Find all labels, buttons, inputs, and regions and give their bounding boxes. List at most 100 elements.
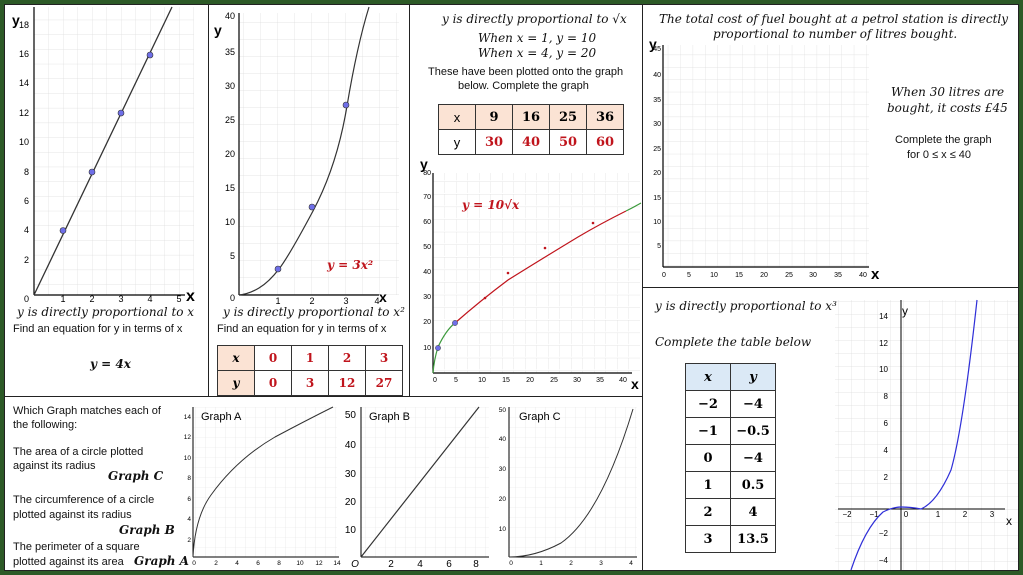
tick-label: 4 — [884, 446, 889, 455]
table-header: x — [438, 104, 476, 130]
tick-label: 14 — [879, 312, 888, 321]
tick-label: 2 — [963, 510, 968, 519]
x-axis-label: x — [1006, 514, 1012, 528]
tick-label: 10 — [19, 137, 29, 147]
table-cell: 3 — [291, 370, 329, 396]
tick-label: 10 — [184, 455, 192, 462]
table-cell: 60 — [586, 129, 624, 155]
tick-label: 8 — [473, 559, 479, 570]
tick-label: 40 — [423, 269, 431, 276]
table-cell: 36 — [586, 104, 624, 130]
tick-label: 2 — [569, 560, 573, 567]
info-text: bought, it costs £45 — [887, 101, 1008, 115]
tick-label: 0 — [24, 294, 29, 304]
tick-label: 20 — [423, 319, 431, 326]
tick-label: 1 — [60, 294, 65, 304]
tick-label: 80 — [423, 170, 431, 177]
table-cell: 16 — [512, 104, 550, 130]
tick-label: 12 — [184, 434, 192, 441]
tick-label: 20 — [499, 496, 507, 503]
graph-a: Graph A 14 12 10 8 6 4 2 0 2 4 6 8 10 — [184, 406, 341, 567]
answer: Graph B — [119, 523, 175, 537]
statement: y is directly proportional to x — [17, 305, 195, 319]
table-cell: 4 — [730, 498, 776, 526]
tick-label: 8 — [24, 167, 29, 177]
tick-label: 10 — [710, 272, 718, 279]
tick-label: 0 — [433, 377, 437, 384]
tick-label: 45 — [653, 46, 661, 53]
tick-label: 0 — [230, 293, 235, 303]
table-cell: −1 — [685, 417, 731, 445]
tick-label: 5 — [454, 377, 458, 384]
tick-label: 4 — [374, 296, 379, 305]
tick-label: 30 — [225, 81, 235, 91]
tick-label: 10 — [478, 377, 486, 384]
tick-label: −4 — [879, 556, 889, 565]
tick-label: 40 — [499, 436, 507, 443]
tick-label: 30 — [573, 377, 581, 384]
tick-label: 10 — [653, 219, 661, 226]
tick-label: 16 — [19, 49, 29, 59]
tick-label: 5 — [657, 243, 661, 250]
tick-label: 60 — [423, 219, 431, 226]
tick-label: 3 — [599, 560, 603, 567]
curve-label: y = 3x² — [326, 258, 373, 272]
tick-label: 15 — [735, 272, 743, 279]
worksheet: y x 18 16 14 12 10 8 6 4 2 0 1 2 3 4 5 — [4, 4, 1019, 571]
tick-label: 30 — [499, 466, 507, 473]
tick-label: 14 — [333, 560, 341, 567]
tick-label: 5 — [687, 272, 691, 279]
quadratic-graph: y x y = 3x² 40 35 30 25 20 15 10 5 0 1 2… — [214, 6, 399, 305]
tick-label: 18 — [19, 20, 29, 30]
instruction: Complete the table below — [655, 335, 812, 349]
values-table: x 0 1 2 3 y 0 3 12 27 — [217, 345, 403, 396]
table-cell: −4 — [730, 444, 776, 472]
condition-2: When x = 4, y = 20 — [478, 46, 597, 60]
tick-label: 4 — [147, 294, 152, 304]
tick-label: 10 — [296, 560, 304, 567]
answer: y = 4x — [90, 357, 131, 371]
table-cell: 1 — [685, 471, 731, 499]
item-text: plotted against its area — [13, 556, 124, 568]
tick-label: 25 — [550, 377, 558, 384]
graph-title: Graph B — [369, 411, 410, 423]
tick-label: 6 — [256, 560, 260, 567]
table-cell: 9 — [475, 104, 513, 130]
problem-text: proportional to number of litres bought. — [713, 27, 958, 41]
panel-sqrt-graph: y is directly proportional to √x When x … — [409, 4, 643, 397]
tick-label: 12 — [879, 339, 888, 348]
tick-label: 35 — [596, 377, 604, 384]
tick-label: 40 — [653, 72, 661, 79]
panel-quadratic-graph: y x y = 3x² 40 35 30 25 20 15 10 5 0 1 2… — [208, 4, 410, 397]
y-axis-label: y — [214, 22, 222, 38]
table-header: x — [217, 345, 255, 371]
table-cell: 3 — [685, 525, 731, 553]
tick-label: 0 — [904, 510, 909, 519]
tick-label: 2 — [388, 559, 394, 570]
tick-label: 35 — [225, 47, 235, 57]
table-header: y — [217, 370, 255, 396]
tick-label: 3 — [343, 296, 348, 305]
tick-label: 30 — [423, 294, 431, 301]
tick-label: 2 — [884, 473, 889, 482]
tick-label: 4 — [629, 560, 633, 567]
question: Which Graph matches each of — [13, 405, 161, 417]
tick-label: 4 — [235, 560, 239, 567]
table-cell: 0.5 — [730, 471, 776, 499]
table-header: y — [730, 363, 776, 391]
item-text: The perimeter of a square — [13, 541, 140, 553]
graph-c: Graph C 50 40 30 20 10 0 1 2 3 4 — [499, 407, 637, 567]
tick-label: 0 — [662, 272, 666, 279]
problem-text: The total cost of fuel bought at a petro… — [659, 12, 1009, 26]
table-header: x — [685, 363, 731, 391]
graph-title: Graph A — [201, 411, 242, 423]
tick-label: 70 — [423, 194, 431, 201]
table-cell: 13.5 — [730, 525, 776, 553]
tick-label: 40 — [619, 377, 627, 384]
x-axis-label: x — [379, 289, 387, 305]
instruction: for 0 ≤ x ≤ 40 — [907, 149, 972, 161]
tick-label: 15 — [653, 195, 661, 202]
item-text: against its radius — [13, 460, 96, 472]
table-cell: 30 — [475, 129, 513, 155]
